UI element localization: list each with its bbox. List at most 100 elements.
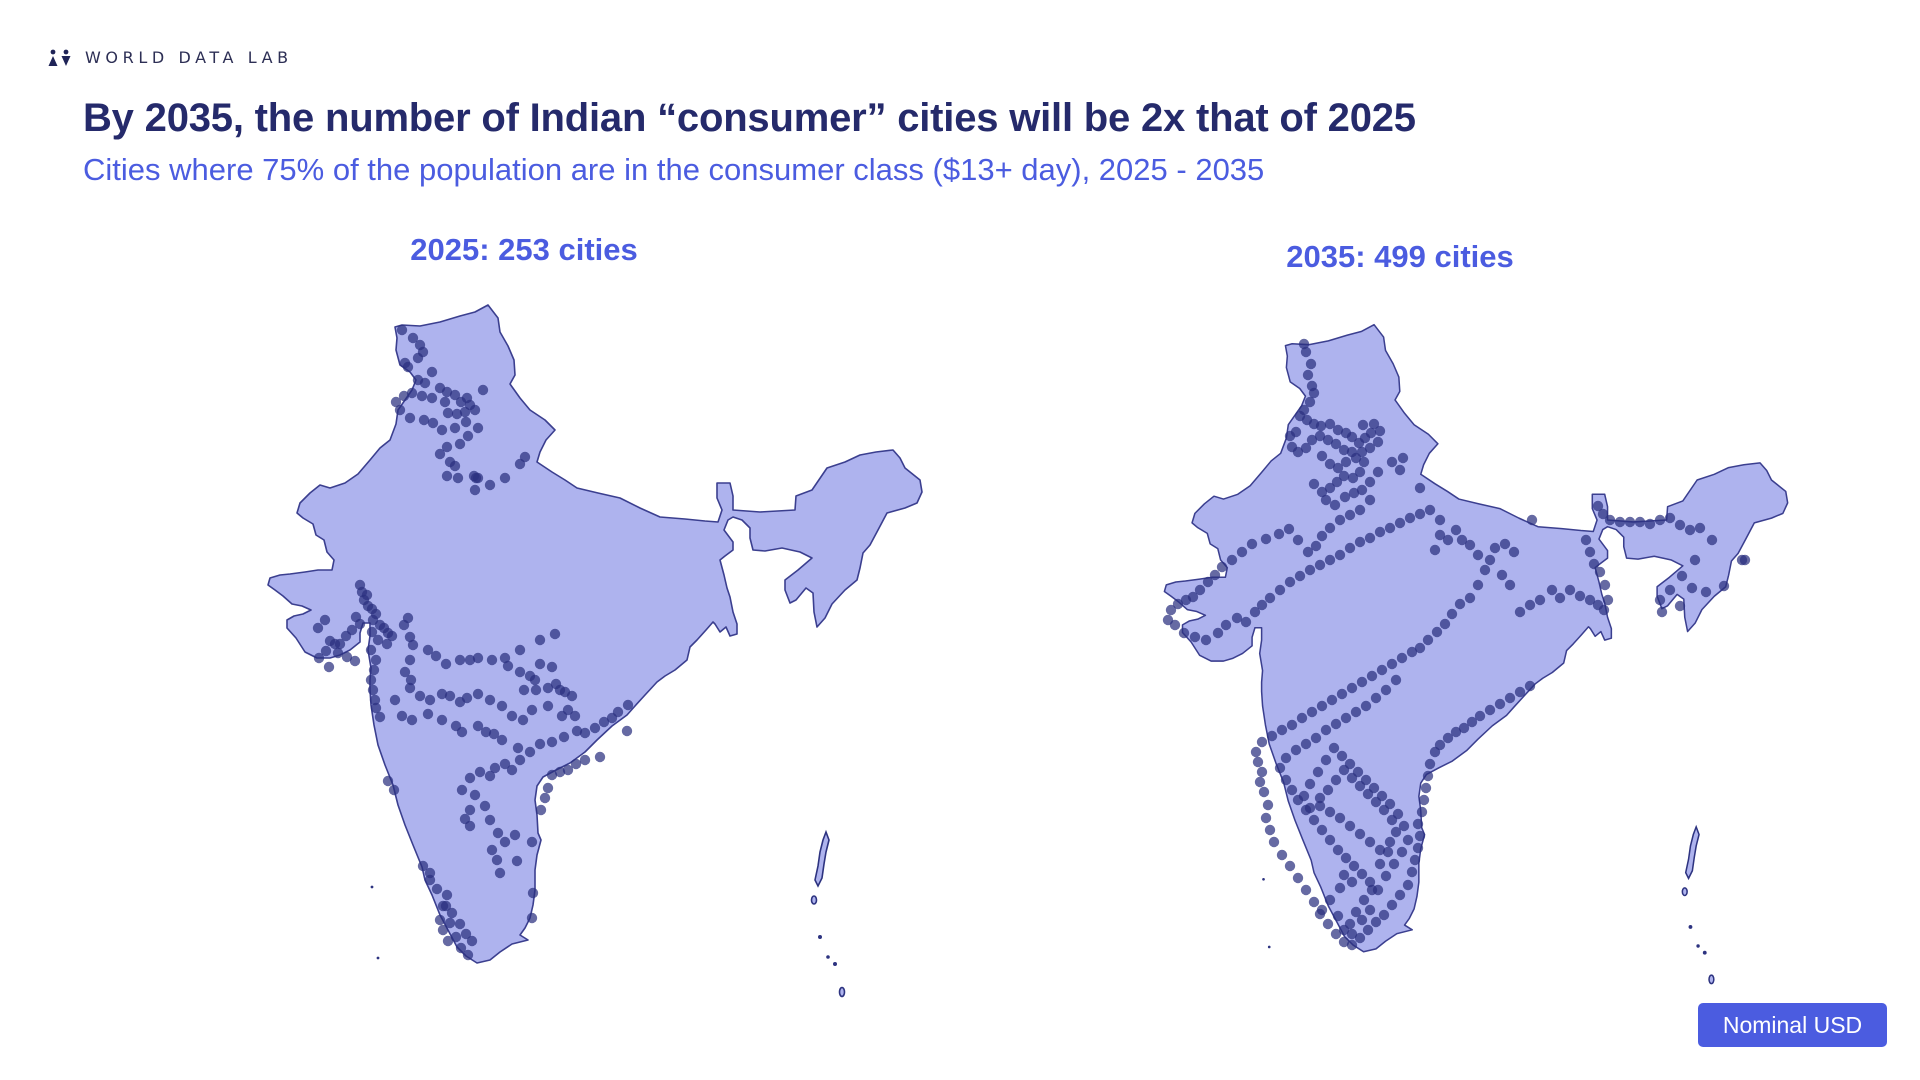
city-dot <box>1364 532 1376 544</box>
city-dot <box>1280 752 1292 764</box>
city-dot <box>1324 418 1336 430</box>
city-dot <box>464 772 476 784</box>
city-dot <box>350 611 362 623</box>
city-dot <box>436 688 448 700</box>
city-dot <box>1686 582 1698 594</box>
city-dot <box>1397 452 1409 464</box>
city-dot <box>1346 928 1358 940</box>
city-dot <box>405 674 417 686</box>
city-dot <box>1446 608 1458 620</box>
city-dot <box>1366 884 1378 896</box>
city-dot <box>329 638 341 650</box>
city-dot <box>1464 539 1476 551</box>
city-dot <box>1324 554 1336 566</box>
city-dot <box>469 484 481 496</box>
city-dot <box>1209 569 1221 581</box>
city-dot <box>499 652 511 664</box>
city-dot <box>1439 618 1451 630</box>
city-dot <box>1268 836 1280 848</box>
city-dot <box>496 734 508 746</box>
city-dot <box>442 407 454 419</box>
city-dot <box>404 631 416 643</box>
city-dot <box>514 644 526 656</box>
city-dot <box>1372 466 1384 478</box>
city-dot <box>1394 517 1406 529</box>
city-dot <box>1314 430 1326 442</box>
city-dot <box>441 889 453 901</box>
currency-toggle-button[interactable]: Nominal USD <box>1698 1003 1887 1047</box>
city-dot <box>1580 534 1592 546</box>
city-dot <box>449 422 461 434</box>
city-dot <box>454 438 466 450</box>
city-dot <box>1450 726 1462 738</box>
city-dot <box>1348 860 1360 872</box>
city-dot <box>424 694 436 706</box>
city-dot <box>382 775 394 787</box>
city-dot <box>1368 418 1380 430</box>
city-dot <box>1374 844 1386 856</box>
city-dot <box>424 874 436 886</box>
city-dot <box>1450 524 1462 536</box>
city-dot <box>441 386 453 398</box>
city-dot <box>1320 754 1332 766</box>
city-dot <box>1256 736 1268 748</box>
city-dot <box>511 855 523 867</box>
city-dot <box>506 764 518 776</box>
city-dot <box>514 666 526 678</box>
city-dot <box>462 430 474 442</box>
city-dot <box>1324 806 1336 818</box>
city-dot <box>1357 419 1369 431</box>
city-dot <box>1200 634 1212 646</box>
city-dot <box>1420 782 1432 794</box>
city-dot <box>1414 830 1426 842</box>
city-dot <box>477 384 489 396</box>
city-dot <box>436 424 448 436</box>
city-dot <box>1169 619 1181 631</box>
city-dot <box>1226 554 1238 566</box>
city-dot <box>1306 706 1318 718</box>
city-dot <box>1308 896 1320 908</box>
city-dot <box>426 366 438 378</box>
city-dot <box>1689 554 1701 566</box>
city-dot <box>455 942 467 954</box>
city-dot <box>1314 559 1326 571</box>
city-dot <box>454 696 466 708</box>
city-dot <box>1654 514 1666 526</box>
city-dot <box>622 699 634 711</box>
city-dot <box>1316 486 1328 498</box>
brand-logo: WORLD DATA LAB <box>47 48 293 67</box>
city-dot <box>1316 904 1328 916</box>
city-dot <box>1302 546 1314 558</box>
city-dot <box>396 710 408 722</box>
city-dot <box>1298 790 1310 802</box>
city-dot <box>526 704 538 716</box>
city-dot <box>1336 688 1348 700</box>
city-dot <box>446 907 458 919</box>
city-dot <box>449 460 461 472</box>
city-dot <box>526 836 538 848</box>
city-dot <box>374 711 386 723</box>
city-dot <box>1326 694 1338 706</box>
city-dot <box>1412 842 1424 854</box>
map-label-2035: 2035: 499 cities <box>1286 239 1514 274</box>
city-dot <box>1340 852 1352 864</box>
city-dot <box>1338 924 1350 936</box>
city-dot <box>1300 738 1312 750</box>
city-dot <box>1442 732 1454 744</box>
city-dot <box>1694 522 1706 534</box>
city-dot <box>488 728 500 740</box>
city-dot <box>1316 530 1328 542</box>
city-dot <box>1398 820 1410 832</box>
city-dot <box>1310 540 1322 552</box>
city-dot <box>1370 692 1382 704</box>
city-dot <box>1194 584 1206 596</box>
city-dot <box>412 352 424 364</box>
city-dot <box>1534 594 1546 606</box>
city-dot <box>499 836 511 848</box>
city-dot <box>1354 504 1366 516</box>
city-dot <box>1592 500 1604 512</box>
city-dot <box>349 655 361 667</box>
city-dot <box>534 634 546 646</box>
city-dot <box>1496 569 1508 581</box>
city-dot <box>444 690 456 702</box>
